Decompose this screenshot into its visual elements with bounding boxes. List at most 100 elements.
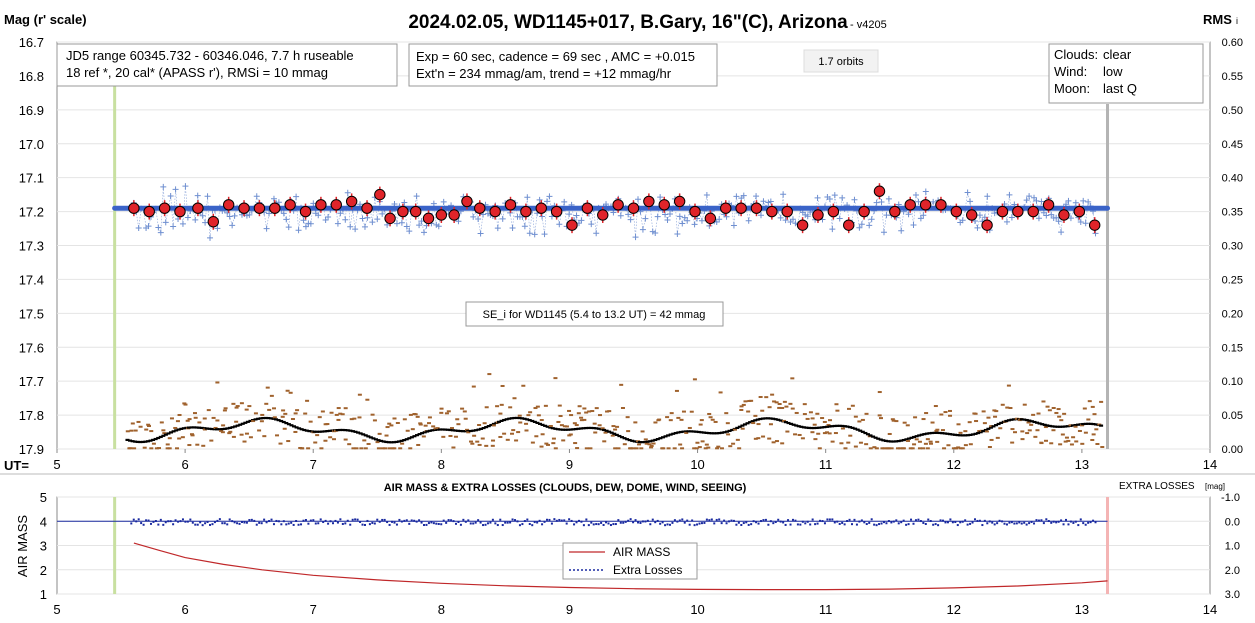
rms-mean-mark [281, 420, 286, 424]
extra-losses-point [784, 523, 787, 526]
rms-point [435, 427, 440, 430]
raw-cross [1023, 197, 1030, 204]
rms-point [498, 412, 503, 415]
rms-point [977, 430, 982, 433]
rms-point [221, 424, 226, 427]
rms-mean-mark [958, 434, 963, 437]
rms-mean-mark [520, 417, 525, 420]
rms-point [846, 441, 851, 444]
rms-point [206, 409, 211, 412]
extra-losses-point [555, 519, 558, 522]
raw-cross [760, 198, 767, 205]
rms-point [1100, 446, 1105, 449]
binned-point [812, 209, 824, 221]
extra-losses-point [423, 524, 426, 527]
rms-mean-mark [307, 430, 312, 433]
rms-mean-mark [461, 430, 466, 433]
extra-losses-point [147, 519, 150, 522]
rms-point [868, 447, 873, 450]
raw-cross [984, 193, 991, 200]
extra-losses-point [324, 519, 327, 522]
extra-losses-point [477, 519, 480, 522]
raw-cross [922, 188, 929, 195]
extra-losses-point [791, 518, 794, 521]
extra-losses-point [954, 521, 957, 524]
rms-point [559, 424, 564, 427]
rms-point [347, 443, 352, 446]
extra-losses-point [359, 520, 362, 523]
rms-point [619, 383, 624, 386]
raw-cross [873, 199, 880, 206]
rms-mean-mark [973, 432, 978, 435]
extra-losses-point [585, 518, 588, 521]
rms-point [687, 426, 692, 429]
extra-losses-point [381, 518, 384, 521]
extra-losses-point [425, 523, 428, 526]
rms-mean-mark [722, 431, 727, 434]
extra-losses-point [629, 518, 632, 521]
rms-point [281, 409, 286, 412]
extra-losses-point [708, 519, 711, 522]
rms-mean-mark [1004, 419, 1009, 423]
extra-losses-point [427, 522, 430, 525]
rms-mean-mark [1037, 422, 1042, 425]
extra-losses-point [172, 523, 175, 526]
rms-point [159, 421, 164, 424]
extra-losses-point [612, 523, 615, 526]
rms-point [987, 446, 992, 449]
y2-tick-label: 0.35 [1222, 207, 1243, 219]
rms-mean-mark [801, 426, 806, 429]
extra-losses-point [501, 524, 504, 527]
extra-losses-point [486, 522, 489, 525]
rms-point [820, 417, 825, 420]
extra-losses-point [189, 518, 192, 521]
rms-point [597, 424, 602, 427]
rms-mean-mark [468, 429, 473, 433]
extra-losses-point [577, 519, 580, 522]
rms-point [661, 447, 666, 450]
rms-point [594, 407, 599, 410]
rms-mean-mark [660, 436, 665, 439]
extra-losses-point [344, 522, 347, 525]
rms-point [816, 432, 821, 435]
rms-point [1035, 429, 1040, 432]
rms-point [1043, 426, 1048, 429]
rms-point [484, 444, 489, 447]
rms-point [389, 424, 394, 427]
binned-point [996, 205, 1009, 218]
rms-mean-mark [225, 427, 230, 430]
extra-losses-point [467, 519, 470, 522]
extra-losses-point [622, 521, 625, 524]
ut-label: UT= [4, 458, 29, 473]
raw-cross [310, 200, 317, 207]
rms-point [802, 403, 807, 406]
y2-tick-label: 0.60 [1222, 37, 1243, 49]
rms-point [1008, 407, 1013, 410]
rms-point [887, 432, 892, 435]
extra-losses-point [996, 522, 999, 525]
rms-point [173, 426, 178, 429]
rms-point [464, 428, 469, 431]
rms-point [264, 402, 269, 405]
extra-losses-point [553, 518, 556, 521]
rms-point [431, 425, 436, 428]
extra-losses-point [1062, 523, 1065, 526]
bottom-x-tick-label: 9 [566, 602, 573, 617]
airmass-tick-label: 1 [40, 587, 47, 602]
rms-mean-mark [453, 429, 458, 432]
rms-point [880, 447, 885, 450]
rms-point [328, 436, 333, 439]
rms-mean-mark [1055, 425, 1060, 428]
rms-point [239, 402, 244, 405]
rms-mean-mark [458, 429, 463, 433]
extra-losses-point [1084, 523, 1087, 526]
rms-point [703, 447, 708, 450]
extra-losses-point [597, 523, 600, 526]
extra-losses-point [796, 523, 799, 526]
rms-mean-mark [502, 418, 507, 422]
rms-point [352, 417, 357, 420]
rms-point [1020, 438, 1025, 441]
rms-point [864, 443, 869, 446]
extra-losses-point [971, 521, 974, 524]
rms-point [647, 443, 652, 446]
